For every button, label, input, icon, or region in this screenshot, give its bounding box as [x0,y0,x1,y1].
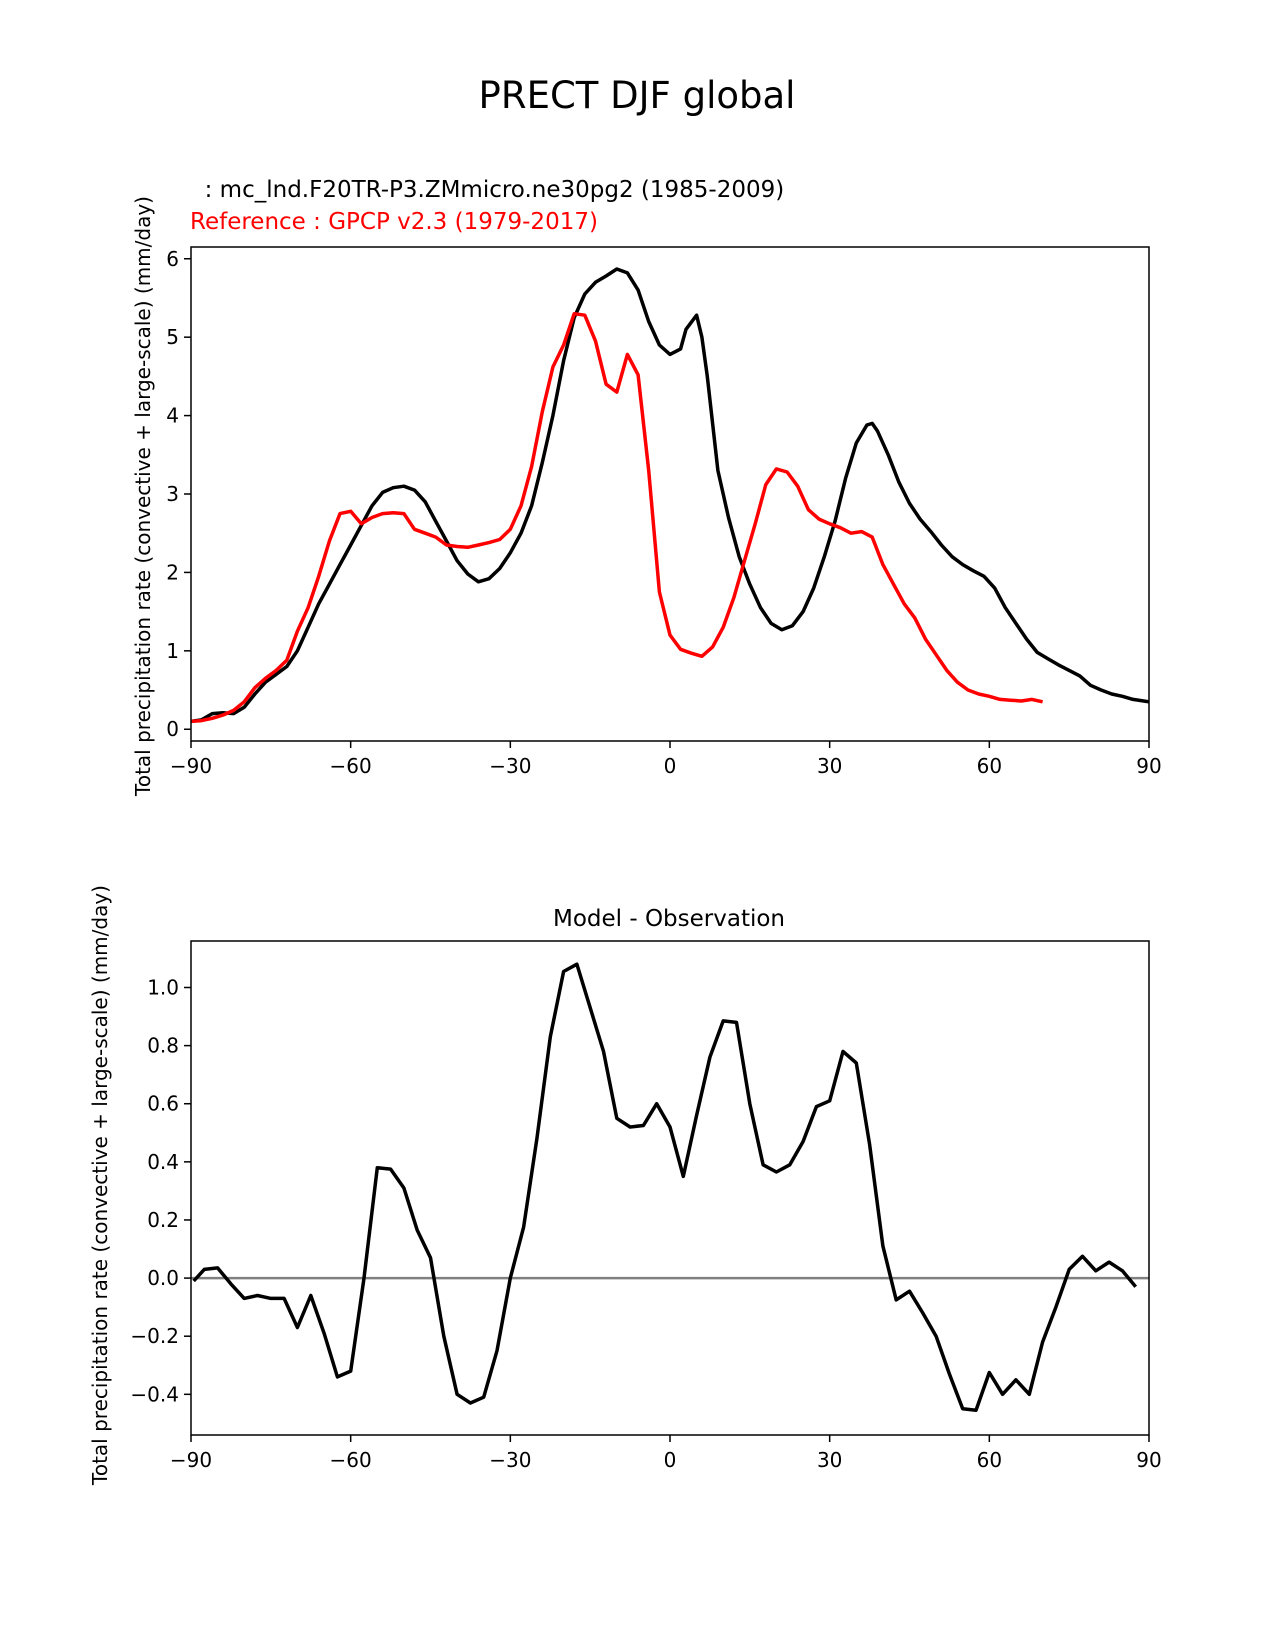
bottom-y-axis-label: Total precipitation rate (convective + l… [88,885,112,1486]
top-x-tick-label: 30 [817,754,842,778]
bottom-x-tick-label: 90 [1136,1448,1161,1472]
top-y-axis-label: Total precipitation rate (convective + l… [131,196,155,797]
top-x-tick-label: −90 [170,754,212,778]
bottom-panel: Model - Observation Total precipitation … [88,885,1162,1486]
bottom-x-tick-label: −60 [330,1448,372,1472]
bottom-axes-frame [190,940,1150,1436]
bottom-y-tick-label: 0.0 [147,1266,179,1290]
top-y-tick-label: 6 [166,247,179,271]
top-y-tick-label: 0 [166,717,179,741]
top-y-tick-label: 1 [166,639,179,663]
bottom-y-tick-label: 0.4 [147,1150,179,1174]
bottom-y-tick-label: −0.2 [130,1324,179,1348]
bottom-series-difference-line [192,962,1138,1413]
bottom-y-tick-label: 0.6 [147,1092,179,1116]
bottom-plot-area: −90 −60 −30 0 30 60 90 −0.4 −0.2 0.0 0.2 0.4 0.6 0.8 1… [130,962,1162,1472]
test-legend-label: : mc_lnd.F20TR-P3.ZMmicro.ne30pg2 (1985-… [190,177,784,203]
top-series-reference-line [190,311,1043,724]
top-plot-area: −90 −60 −30 0 30 60 90 0 1 2 3 4 5 6 [166,247,1161,778]
top-x-tick-label: 0 [664,754,677,778]
bottom-x-tick-label: 30 [817,1448,842,1472]
top-x-tick-label: 90 [1136,754,1161,778]
bottom-x-tick-label: 60 [977,1448,1002,1472]
bottom-x-tick-label: 0 [664,1448,677,1472]
bottom-y-tick-label: −0.4 [130,1382,179,1406]
bottom-x-tick-label: −30 [489,1448,531,1472]
top-axes-frame [190,246,1150,742]
top-panel: : mc_lnd.F20TR-P3.ZMmicro.ne30pg2 (1985-… [131,177,1162,797]
bottom-chart-title: Model - Observation [553,906,785,932]
reference-legend-label: Reference : GPCP v2.3 (1979-2017) [190,209,598,235]
top-y-tick-label: 3 [166,482,179,506]
top-x-tick-label: 60 [977,754,1002,778]
bottom-x-tick-label: −90 [170,1448,212,1472]
bottom-y-tick-label: 0.8 [147,1034,179,1058]
figure-title: PRECT DJF global [479,74,796,117]
top-x-tick-label: −30 [489,754,531,778]
top-y-tick-label: 4 [166,404,179,428]
top-x-tick-label: −60 [330,754,372,778]
top-y-tick-label: 2 [166,560,179,584]
bottom-y-tick-label: 0.2 [147,1208,179,1232]
bottom-y-tick-label: 1.0 [147,975,179,999]
top-series-test-line [190,267,1150,724]
top-y-tick-label: 5 [166,325,179,349]
